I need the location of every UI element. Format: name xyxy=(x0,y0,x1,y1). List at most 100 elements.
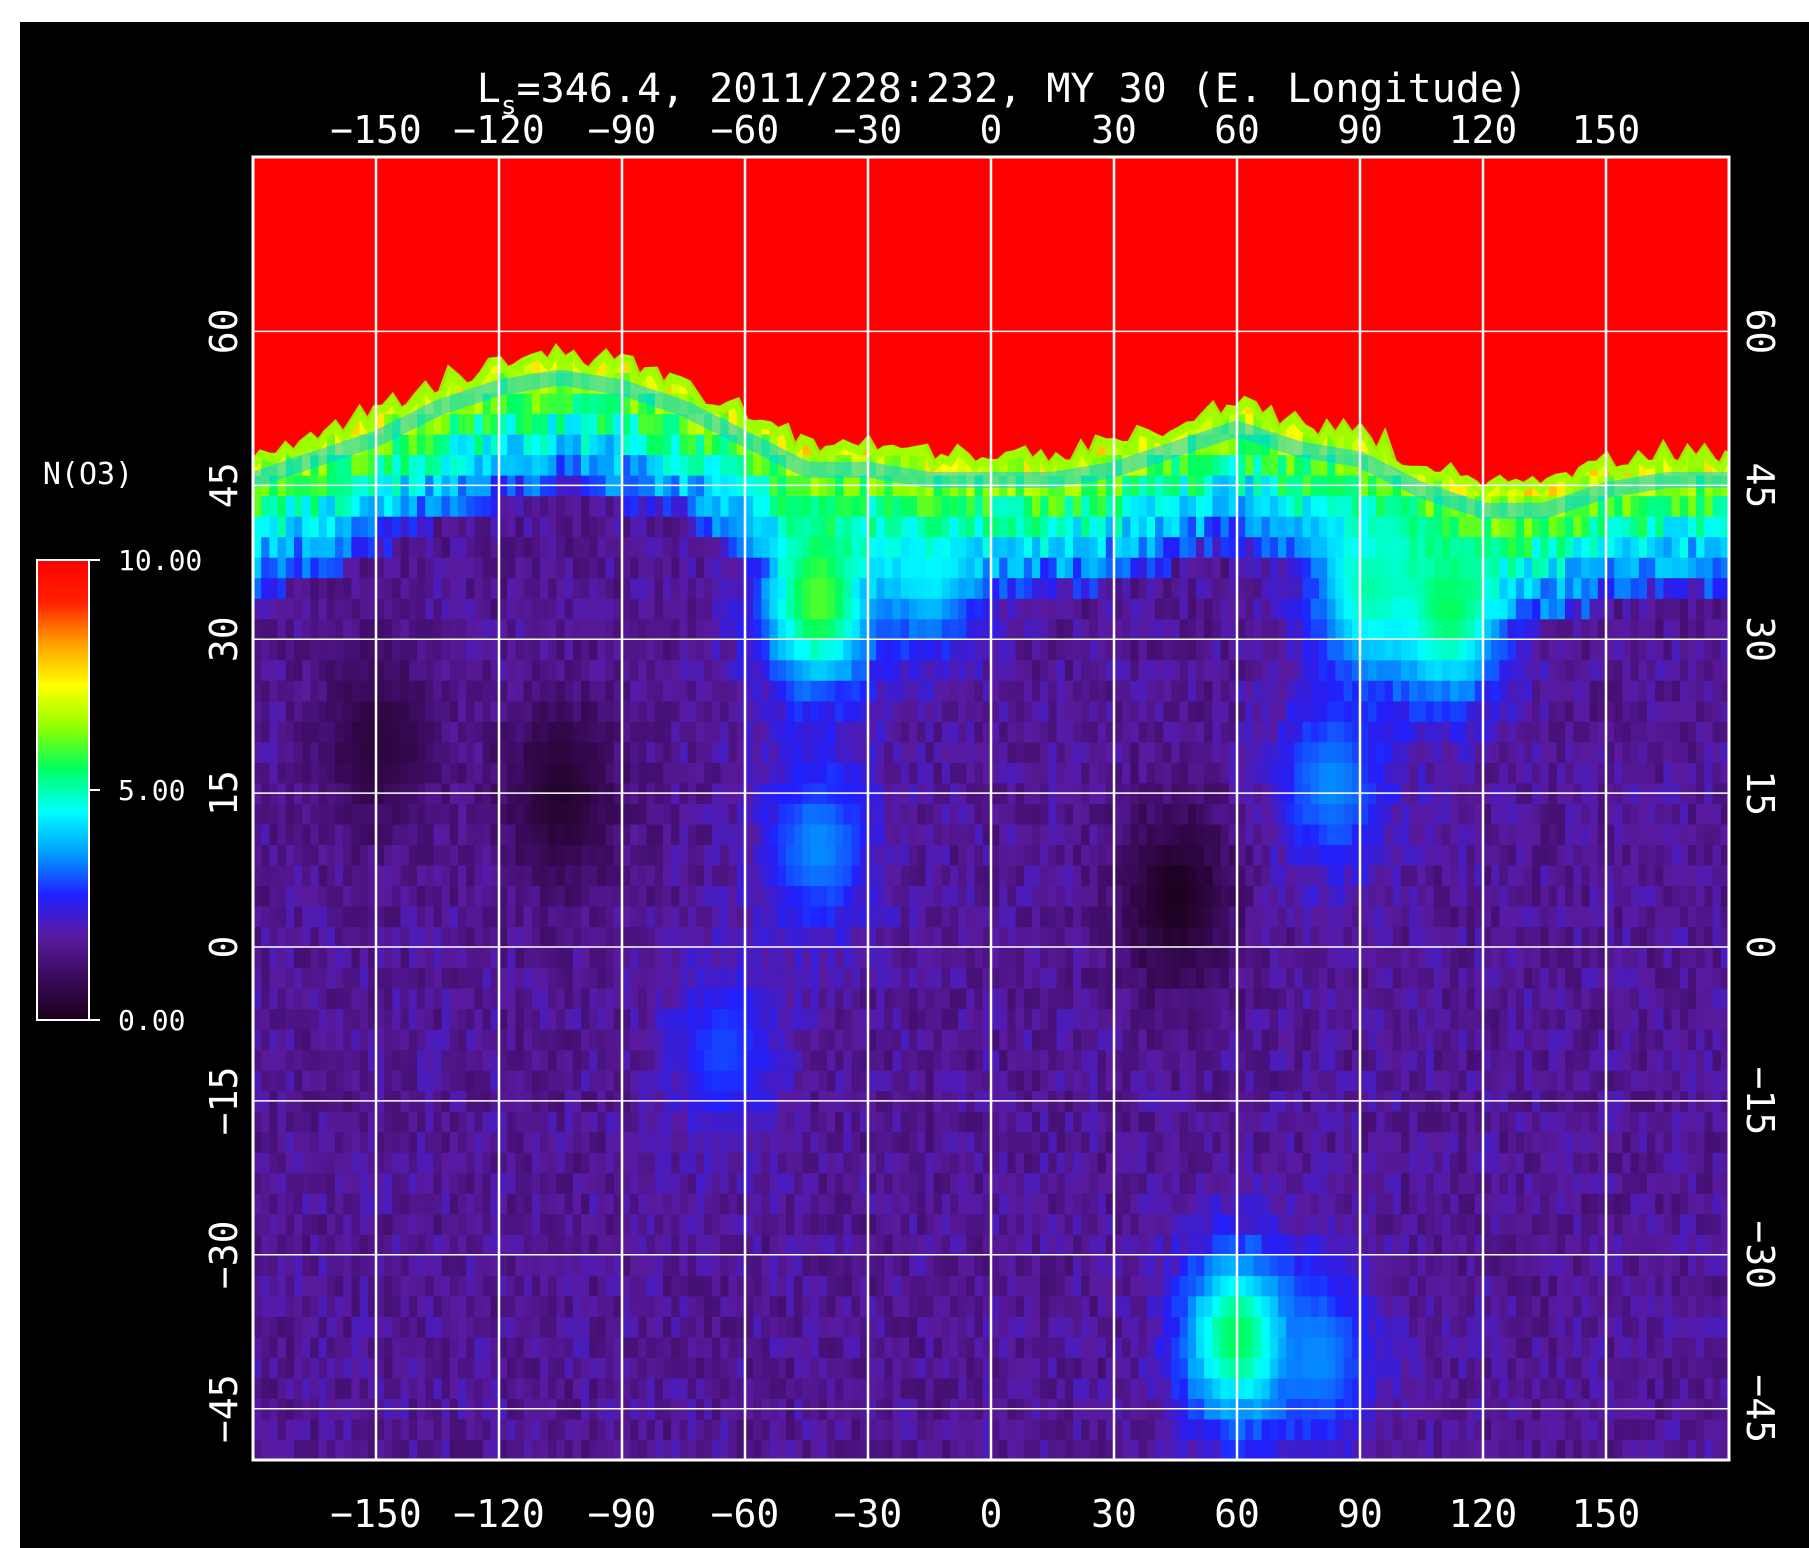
heatmap-cell xyxy=(548,1152,557,1174)
heatmap-cell xyxy=(392,1234,402,1256)
heatmap-cell xyxy=(802,536,812,558)
heatmap-cell xyxy=(384,577,393,599)
heatmap-cell xyxy=(433,864,443,886)
heatmap-cell xyxy=(745,926,754,948)
heatmap-cell xyxy=(679,1152,689,1174)
heatmap-cell xyxy=(581,577,590,599)
heatmap-cell xyxy=(679,1419,689,1441)
heatmap-cell xyxy=(630,393,639,415)
heatmap-cell xyxy=(646,741,656,763)
heatmap-cell xyxy=(310,495,320,517)
heatmap-cell xyxy=(843,1377,853,1399)
heatmap-cell xyxy=(638,1234,648,1256)
heatmap-cell xyxy=(572,762,582,784)
heatmap-cell xyxy=(745,1152,754,1174)
heatmap-cell xyxy=(384,454,393,476)
heatmap-cell xyxy=(408,1336,418,1358)
heatmap-cell xyxy=(294,1439,303,1460)
heatmap-cell xyxy=(818,495,828,517)
heatmap-cell xyxy=(835,823,844,845)
heatmap-cell xyxy=(769,1152,779,1174)
heatmap-cell xyxy=(335,1008,344,1030)
heatmap-cell xyxy=(868,947,877,969)
heatmap-cell xyxy=(630,1172,639,1194)
heatmap-cell xyxy=(622,700,631,722)
heatmap-cell xyxy=(663,1336,672,1358)
heatmap-cell xyxy=(408,885,418,907)
heatmap-cell xyxy=(654,823,664,845)
heatmap-cell xyxy=(515,947,525,969)
heatmap-cell xyxy=(704,926,713,948)
heatmap-cell xyxy=(720,741,730,763)
heatmap-cell xyxy=(564,721,574,743)
heatmap-cell xyxy=(302,1234,311,1256)
heatmap-cell xyxy=(310,1419,320,1441)
heatmap-cell xyxy=(827,864,836,886)
heatmap-cell xyxy=(359,1152,369,1174)
heatmap-cell xyxy=(318,1008,328,1030)
heatmap-cell xyxy=(359,618,369,640)
heatmap-cell xyxy=(490,1008,500,1030)
heatmap-cell xyxy=(810,967,820,989)
heatmap-cell xyxy=(499,598,508,620)
heatmap-cell xyxy=(310,988,320,1010)
heatmap-cell xyxy=(597,721,607,743)
heatmap-cell xyxy=(753,823,762,845)
heatmap-cell xyxy=(433,1336,443,1358)
heatmap-cell xyxy=(310,1213,320,1235)
heatmap-cell xyxy=(515,434,525,456)
heatmap-cell xyxy=(622,1008,631,1030)
heatmap-cell xyxy=(745,536,754,558)
heatmap-cell xyxy=(654,413,664,435)
heatmap-cell xyxy=(441,1234,451,1256)
heatmap-cell xyxy=(294,1152,303,1174)
heatmap-cell xyxy=(810,1419,820,1441)
heatmap-cell xyxy=(466,1357,475,1379)
heatmap-cell xyxy=(843,557,853,579)
heatmap-cell xyxy=(392,659,402,681)
heatmap-cell xyxy=(736,906,746,928)
heatmap-cell xyxy=(622,1357,631,1379)
heatmap-cell xyxy=(417,762,426,784)
heatmap-cell xyxy=(540,885,549,907)
heatmap-cell xyxy=(466,1295,475,1317)
heatmap-cell xyxy=(531,1295,541,1317)
heatmap-cell xyxy=(318,1131,328,1153)
heatmap-cell xyxy=(638,1172,648,1194)
heatmap-cell xyxy=(802,947,812,969)
heatmap-cell xyxy=(695,495,705,517)
heatmap-cell xyxy=(318,700,328,722)
heatmap-cell xyxy=(318,741,328,763)
heatmap-cell xyxy=(376,1152,385,1174)
heatmap-cell xyxy=(786,1254,795,1276)
heatmap-cell xyxy=(638,557,648,579)
heatmap-cell xyxy=(777,823,787,845)
heatmap-cell xyxy=(630,1439,639,1460)
heatmap-cell xyxy=(367,618,377,640)
heatmap-cell xyxy=(408,495,418,517)
heatmap-cell xyxy=(679,967,689,989)
heatmap-cell xyxy=(876,741,885,763)
heatmap-cell xyxy=(408,741,418,763)
heatmap-cell xyxy=(646,906,656,928)
heatmap-cell xyxy=(613,1131,623,1153)
heatmap-cell xyxy=(753,967,762,989)
heatmap-cell xyxy=(564,516,574,538)
heatmap-cell xyxy=(654,1234,664,1256)
heatmap-cell xyxy=(720,864,730,886)
heatmap-cell xyxy=(679,947,689,969)
heatmap-cell xyxy=(531,1336,541,1358)
heatmap-cell xyxy=(507,659,516,681)
heatmap-cell xyxy=(556,639,566,661)
heatmap-cell xyxy=(622,618,631,640)
heatmap-cell xyxy=(367,536,377,558)
heatmap-cell xyxy=(540,947,549,969)
heatmap-cell xyxy=(622,803,631,825)
heatmap-cell xyxy=(523,1439,533,1460)
heatmap-cell xyxy=(843,762,853,784)
heatmap-cell xyxy=(769,967,779,989)
heatmap-cell xyxy=(859,495,869,517)
heatmap-cell xyxy=(540,762,549,784)
heatmap-cell xyxy=(548,680,557,702)
heatmap-cell xyxy=(843,1234,853,1256)
